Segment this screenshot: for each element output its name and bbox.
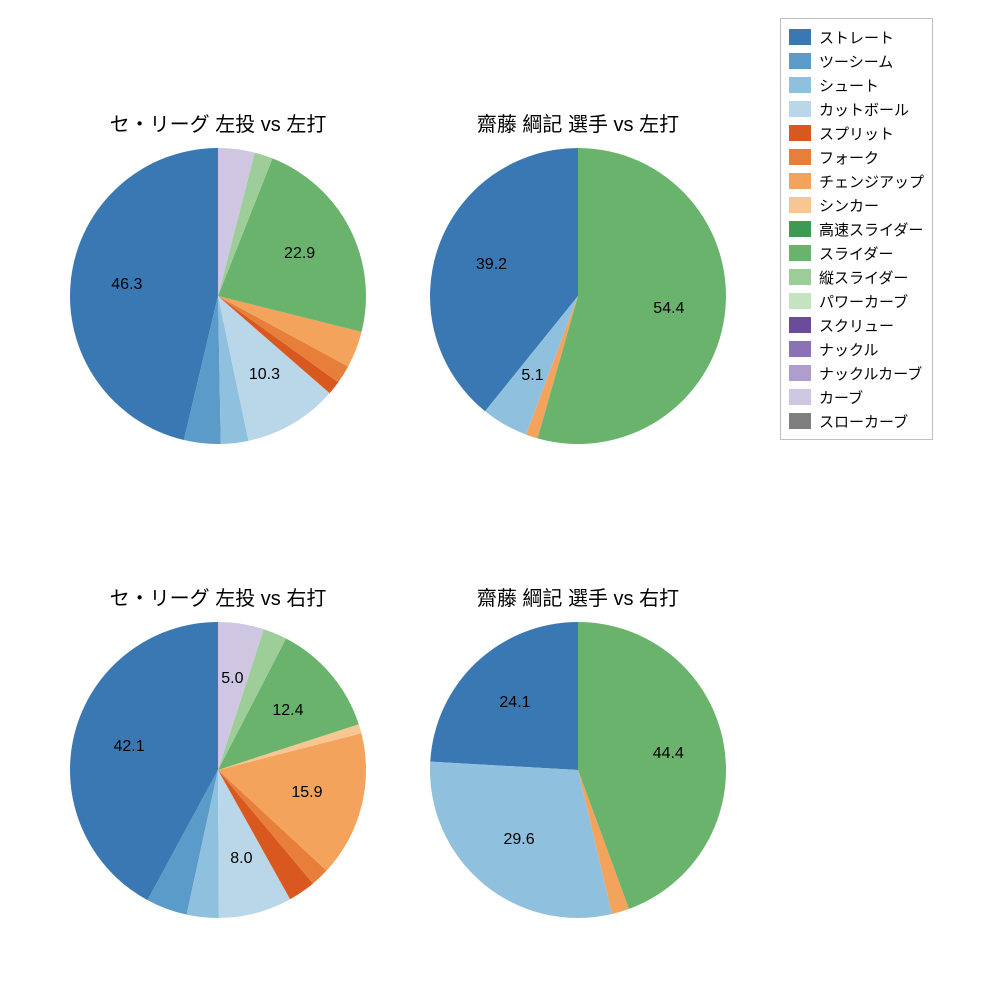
legend-label: ナックルカーブ bbox=[819, 363, 922, 384]
legend-label: チェンジアップ bbox=[819, 171, 924, 192]
slice-label: 39.2 bbox=[476, 256, 507, 274]
slice-label: 54.4 bbox=[653, 300, 684, 318]
legend-item: カーブ bbox=[789, 385, 924, 409]
legend-label: ストレート bbox=[819, 27, 894, 48]
pie-chart bbox=[68, 620, 368, 920]
legend-swatch bbox=[789, 389, 811, 405]
legend-label: スプリット bbox=[819, 123, 894, 144]
legend-label: パワーカーブ bbox=[819, 291, 908, 312]
legend-item: 高速スライダー bbox=[789, 217, 924, 241]
legend-item: チェンジアップ bbox=[789, 169, 924, 193]
slice-label: 42.1 bbox=[113, 738, 144, 756]
legend-label: ツーシーム bbox=[819, 51, 893, 72]
legend-label: カットボール bbox=[819, 99, 909, 120]
legend-item: ナックル bbox=[789, 337, 924, 361]
legend-item: スプリット bbox=[789, 121, 924, 145]
legend-swatch bbox=[789, 149, 811, 165]
legend-swatch bbox=[789, 197, 811, 213]
legend-label: スライダー bbox=[819, 243, 893, 264]
legend-label: シンカー bbox=[819, 195, 879, 216]
legend-swatch bbox=[789, 413, 811, 429]
legend-swatch bbox=[789, 317, 811, 333]
legend-label: 高速スライダー bbox=[819, 219, 923, 240]
legend-item: スライダー bbox=[789, 241, 924, 265]
legend-swatch bbox=[789, 245, 811, 261]
legend-item: パワーカーブ bbox=[789, 289, 924, 313]
legend-item: スクリュー bbox=[789, 313, 924, 337]
legend-label: フォーク bbox=[819, 147, 879, 168]
slice-label: 5.1 bbox=[521, 367, 543, 385]
legend-label: ナックル bbox=[819, 339, 879, 360]
legend-swatch bbox=[789, 365, 811, 381]
pie-chart bbox=[428, 146, 728, 446]
legend-item: 縦スライダー bbox=[789, 265, 924, 289]
chart-title: セ・リーグ 左投 vs 右打 bbox=[58, 582, 378, 611]
slice-label: 46.3 bbox=[111, 276, 142, 294]
slice-label: 24.1 bbox=[499, 694, 530, 712]
slice-label: 12.4 bbox=[272, 702, 303, 720]
slice-label: 44.4 bbox=[653, 745, 684, 763]
legend-swatch bbox=[789, 125, 811, 141]
slice-label: 22.9 bbox=[284, 245, 315, 263]
slice-label: 15.9 bbox=[291, 784, 322, 802]
legend-swatch bbox=[789, 77, 811, 93]
chart-title: 齋藤 綱記 選手 vs 右打 bbox=[418, 582, 738, 611]
legend-label: スローカーブ bbox=[819, 411, 908, 432]
legend-swatch bbox=[789, 293, 811, 309]
legend-label: シュート bbox=[819, 75, 879, 96]
legend: ストレートツーシームシュートカットボールスプリットフォークチェンジアップシンカー… bbox=[780, 18, 933, 440]
legend-swatch bbox=[789, 341, 811, 357]
pie-chart bbox=[428, 620, 728, 920]
legend-item: スローカーブ bbox=[789, 409, 924, 433]
legend-label: 縦スライダー bbox=[819, 267, 908, 288]
chart-title: セ・リーグ 左投 vs 左打 bbox=[58, 108, 378, 137]
legend-label: カーブ bbox=[819, 387, 863, 408]
legend-item: シュート bbox=[789, 73, 924, 97]
legend-swatch bbox=[789, 29, 811, 45]
legend-item: ストレート bbox=[789, 25, 924, 49]
legend-item: ツーシーム bbox=[789, 49, 924, 73]
legend-swatch bbox=[789, 221, 811, 237]
legend-swatch bbox=[789, 101, 811, 117]
legend-item: カットボール bbox=[789, 97, 924, 121]
legend-item: ナックルカーブ bbox=[789, 361, 924, 385]
legend-swatch bbox=[789, 269, 811, 285]
figure: セ・リーグ 左投 vs 左打 46.3 10.3 22.9 齋藤 綱記 選手 vs 左打… bbox=[0, 0, 1000, 1000]
pie-chart bbox=[68, 146, 368, 446]
slice-label: 10.3 bbox=[249, 366, 280, 384]
legend-item: シンカー bbox=[789, 193, 924, 217]
slice-label: 29.6 bbox=[503, 831, 534, 849]
slice-label: 8.0 bbox=[230, 850, 252, 868]
legend-swatch bbox=[789, 53, 811, 69]
chart-title: 齋藤 綱記 選手 vs 左打 bbox=[418, 108, 738, 137]
slice-label: 5.0 bbox=[221, 670, 243, 688]
legend-label: スクリュー bbox=[819, 315, 894, 336]
legend-item: フォーク bbox=[789, 145, 924, 169]
legend-swatch bbox=[789, 173, 811, 189]
